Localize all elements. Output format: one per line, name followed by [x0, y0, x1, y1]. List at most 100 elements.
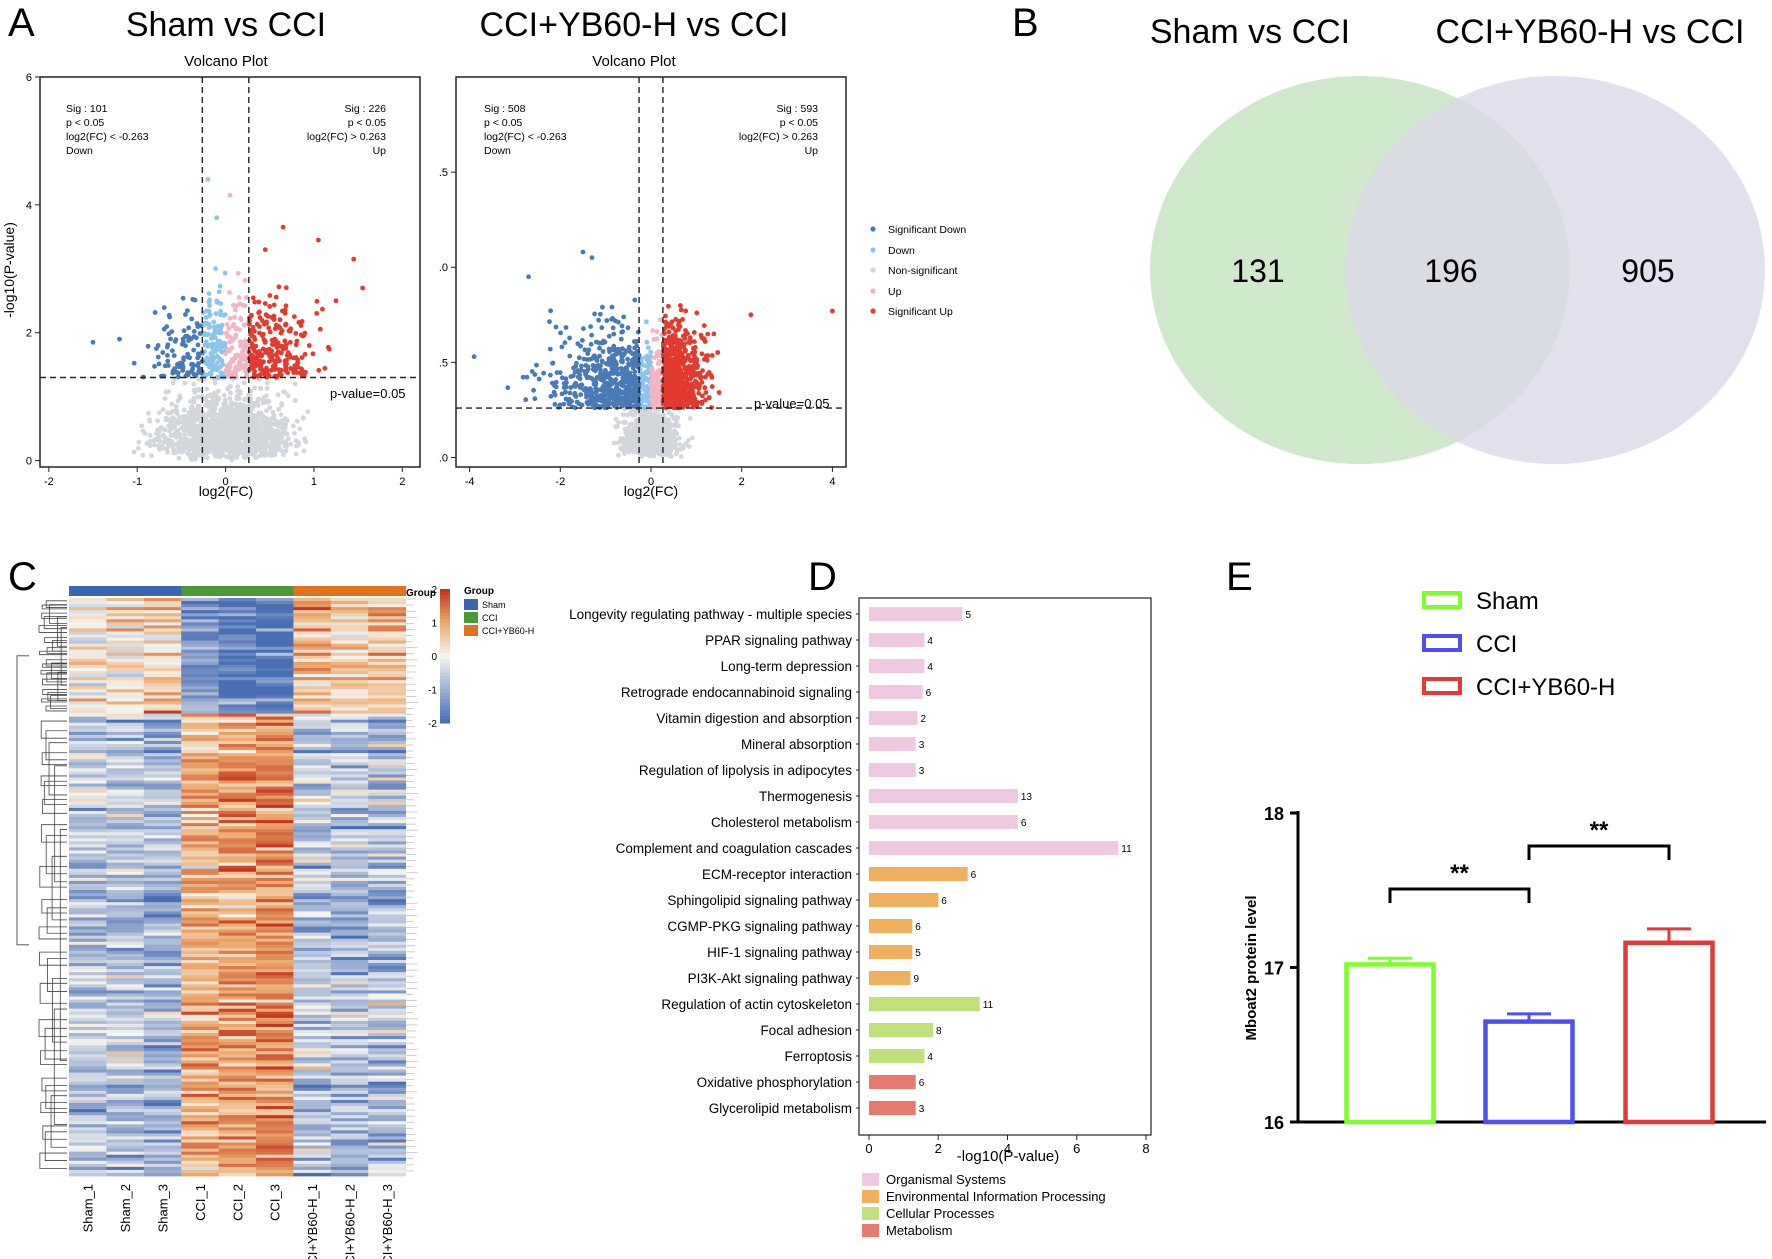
heatmap-cell [293, 607, 332, 611]
volcano1-point [158, 443, 163, 449]
volcano1-point [229, 449, 234, 455]
volcano2-point [683, 391, 689, 397]
heatmap-cell [256, 598, 294, 602]
heatmap-cell [368, 868, 406, 873]
heatmap-cell [106, 807, 145, 812]
volcano1-point [232, 307, 238, 313]
heatmap-cell [106, 765, 145, 769]
volcano1-point [156, 361, 162, 367]
volcano1-point [217, 283, 223, 289]
volcano2-point [716, 390, 722, 395]
volcano-legend: Significant Down Down Non-significant Up… [870, 224, 966, 318]
heatmap-cell [256, 774, 294, 778]
volcano1-point [191, 329, 197, 334]
heatmap-cell [69, 744, 107, 748]
heatmap-cell [293, 765, 332, 769]
volcano1-point [196, 387, 202, 393]
heatmap-cell [368, 850, 406, 854]
heatmap-cell [143, 722, 182, 727]
volcano2-point [568, 385, 574, 390]
heatmap-cell [143, 890, 182, 894]
volcano1-point [221, 392, 227, 398]
dendrogram-branch [39, 650, 67, 656]
heatmap-cell [256, 847, 294, 851]
heatmap-cell [368, 768, 406, 772]
heatmap-cell [106, 607, 145, 611]
heatmap-cell [330, 883, 369, 888]
volcano2-point [610, 380, 615, 386]
volcano1-point [164, 446, 169, 452]
heatmap-cell [330, 871, 369, 876]
volcano2-ytick-label: .0 [439, 452, 448, 464]
heatmap-cell [293, 762, 332, 766]
volcano1-hline-label: p-value=0.05 [330, 386, 406, 401]
dendrogram-branch [47, 692, 67, 701]
volcano1-point [269, 348, 275, 354]
heatmap-cell [330, 832, 369, 836]
volcano2-point [627, 422, 633, 427]
dendrogram-branch [41, 604, 67, 610]
volcano2-point [706, 395, 712, 401]
heatmap-cell [106, 719, 145, 724]
heatmap-cell [218, 607, 257, 611]
heatmap-cell [181, 838, 219, 842]
heatmap-cell [218, 868, 257, 873]
volcano1-point [208, 404, 214, 410]
volcano1-point [203, 402, 208, 408]
volcano2-point [634, 343, 639, 349]
volcano1-point [190, 296, 196, 302]
heatmap-cell [218, 826, 257, 830]
volcano2-point [655, 395, 661, 400]
venn-set-right-title: CCI+YB60-H vs CCI [1436, 13, 1745, 51]
volcano1-point [237, 362, 243, 367]
heatmap-cell [218, 887, 257, 891]
heatmap-cell [256, 719, 294, 724]
heatmap-cell [106, 610, 145, 614]
volcano2-point [520, 374, 526, 380]
heatmap-cell [143, 880, 182, 885]
heatmap-cell [330, 707, 369, 711]
heatmap-cell [181, 750, 219, 754]
volcano2-point [585, 351, 591, 356]
heatmap-cell [368, 896, 406, 900]
volcano2-point [686, 369, 692, 375]
heatmap-cell [256, 722, 294, 727]
volcano2-point [615, 347, 620, 352]
dendrogram-branch [40, 720, 67, 739]
volcano2-point [682, 336, 688, 341]
volcano1-point [229, 436, 235, 441]
group-bar-segment [181, 586, 220, 596]
heatmap-cell [106, 911, 145, 915]
heatmap-cell [218, 917, 257, 921]
dendrogram-branch [50, 1095, 67, 1148]
heatmap-cell [330, 652, 369, 657]
heatmap-cell [368, 674, 406, 678]
heatmap-cell [256, 871, 294, 876]
heatmap-cell [143, 646, 182, 651]
heatmap-cell [106, 856, 145, 861]
volcano1-point [155, 428, 161, 434]
volcano1-point [277, 317, 283, 323]
heatmap-cell [368, 601, 406, 605]
volcano1-point [189, 452, 195, 457]
volcano1-point [163, 415, 169, 421]
volcano2-point [631, 382, 637, 388]
heatmap-cell [330, 911, 369, 915]
volcano1-point [291, 314, 297, 319]
volcano1-point [169, 348, 175, 354]
volcano1-point [227, 384, 233, 389]
heatmap-cell [256, 911, 294, 915]
heatmap-cell [106, 850, 145, 854]
volcano1-point [145, 343, 151, 349]
v1-ann-left-3: Down [66, 145, 93, 157]
heatmap-cell [256, 890, 294, 894]
heatmap-cell [330, 838, 369, 842]
heatmap-cell [181, 756, 219, 760]
heatmap-cell [69, 631, 107, 635]
heatmap-cell [181, 911, 219, 915]
volcano1-point [273, 352, 279, 357]
volcano2-point [678, 338, 684, 344]
volcano1-point [271, 436, 276, 441]
volcano1-point [207, 303, 212, 308]
